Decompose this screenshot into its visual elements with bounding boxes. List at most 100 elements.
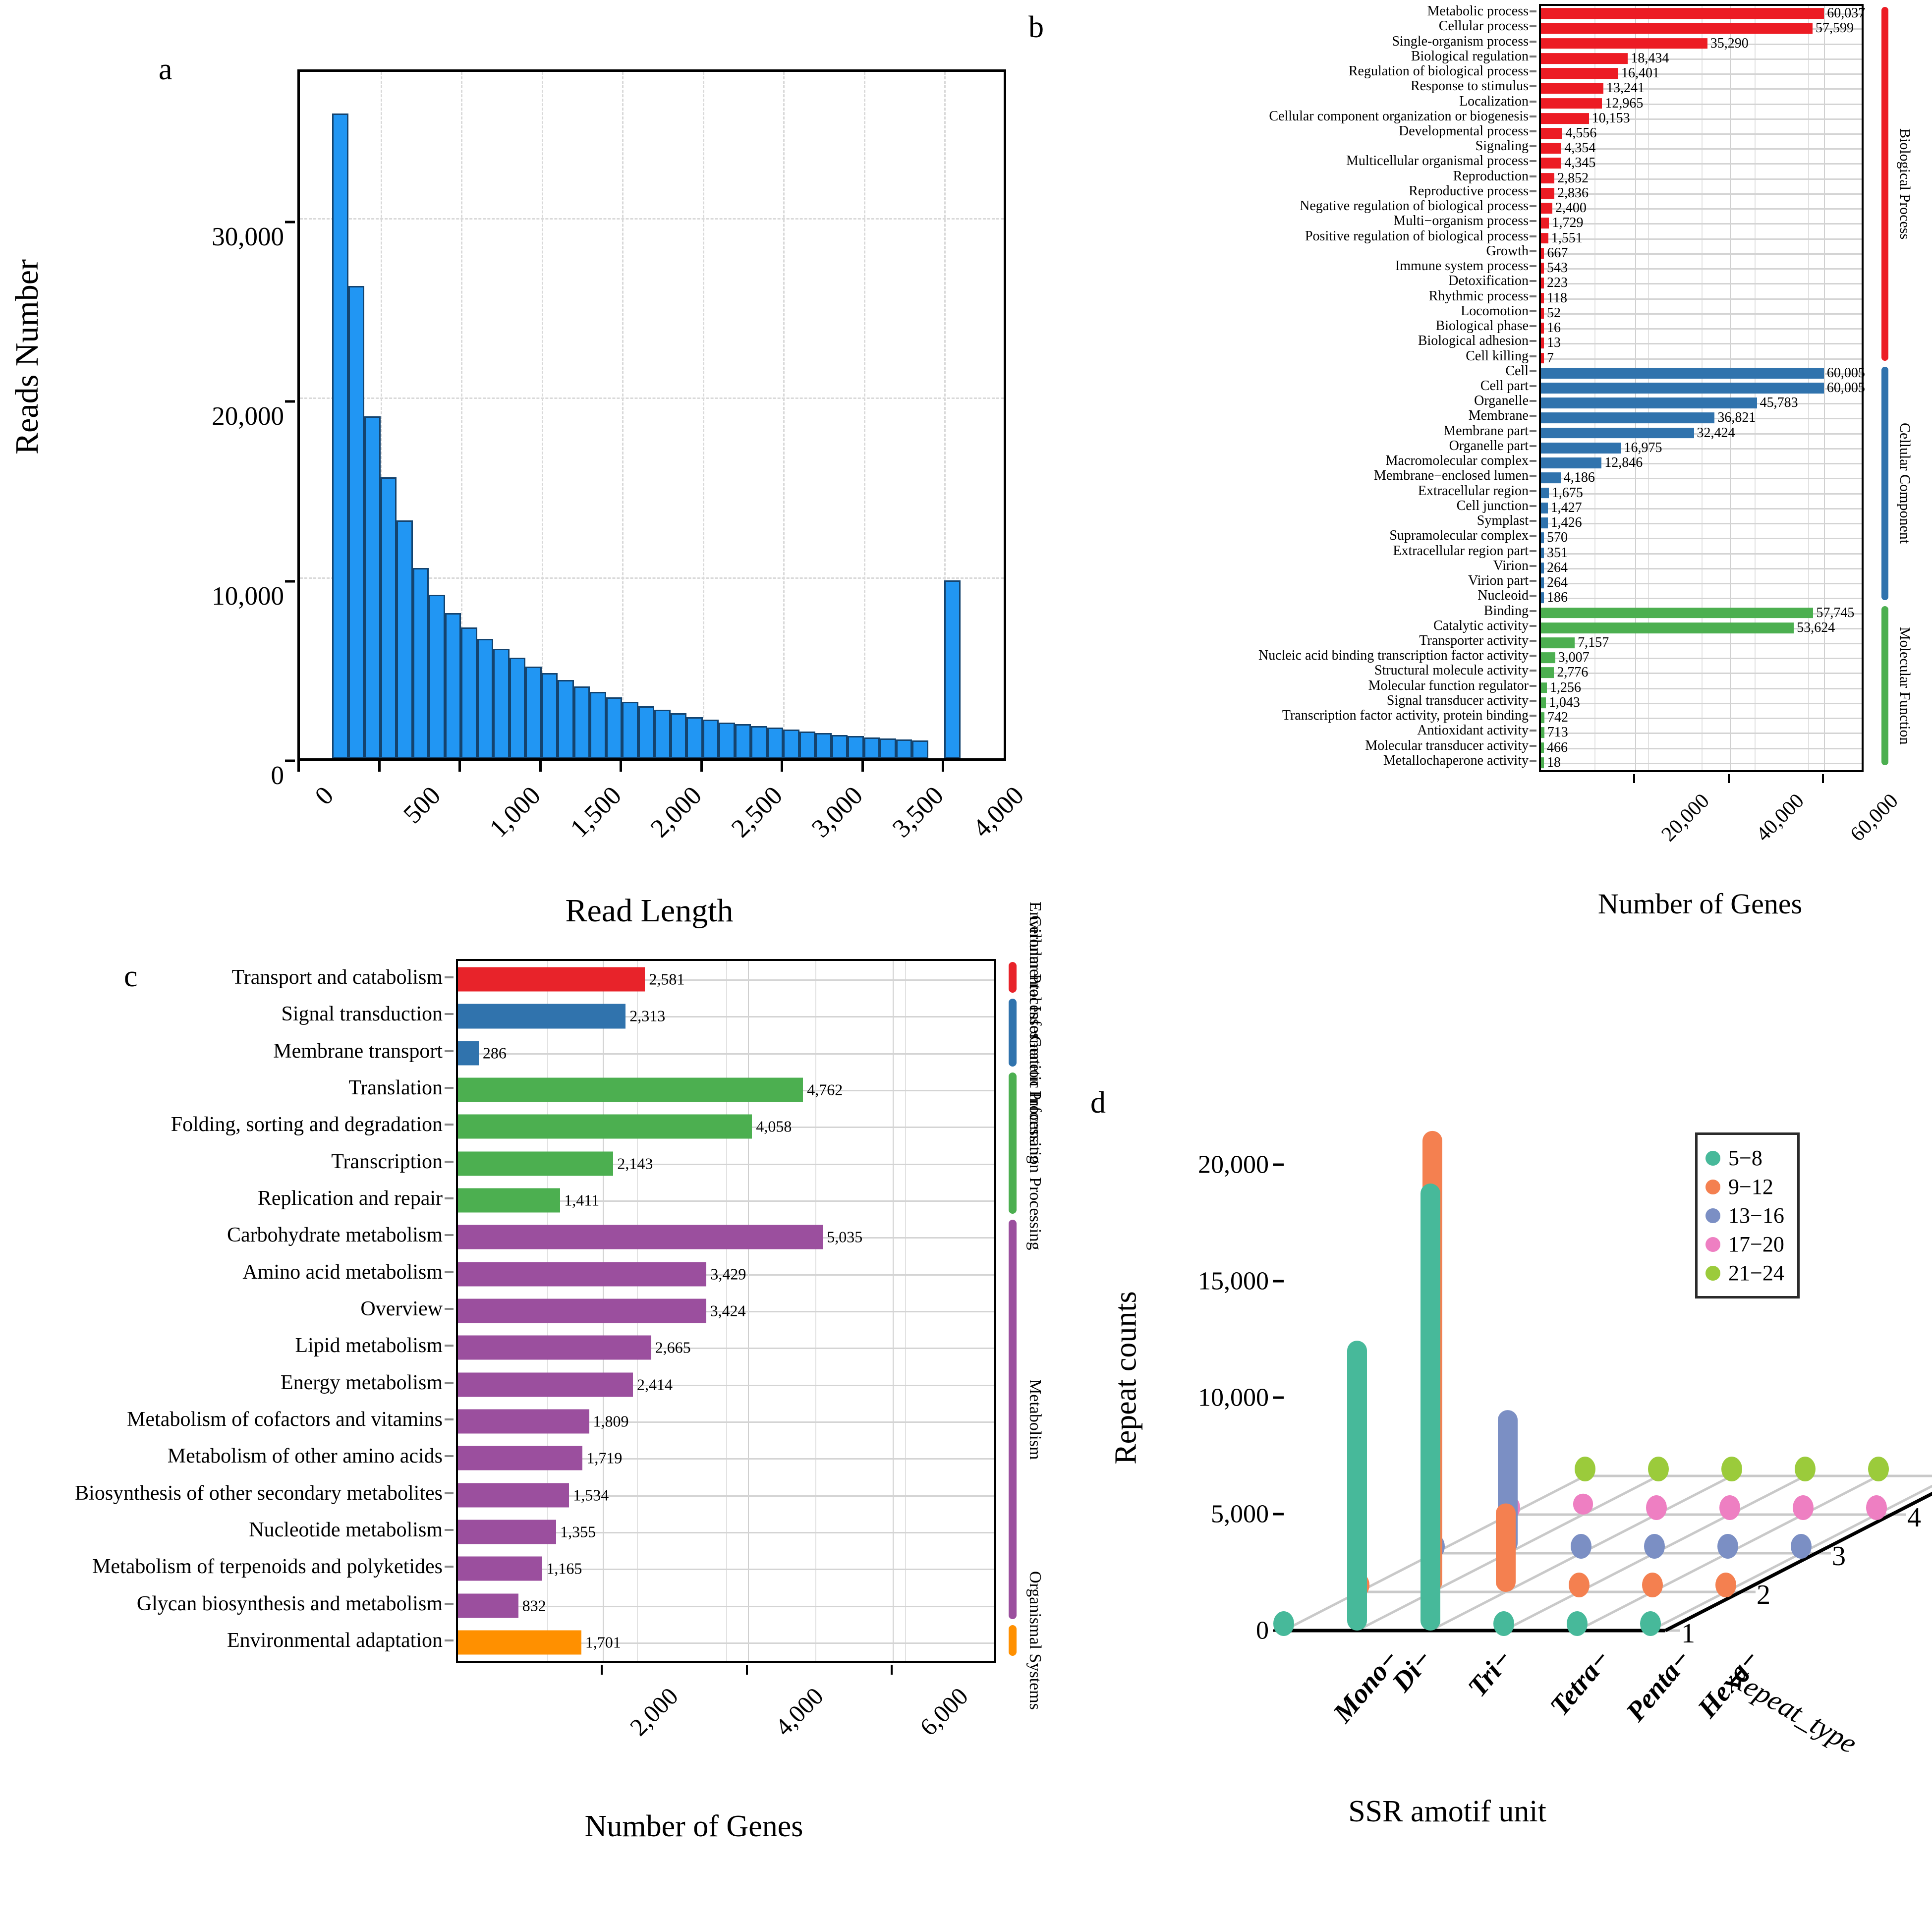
bar [458, 1335, 651, 1360]
bar [1541, 757, 1544, 768]
histogram-bar [622, 701, 638, 758]
chart-row: 3,424 [458, 1293, 994, 1329]
gridline-horizontal [1541, 687, 1862, 689]
marker-dot [1721, 1457, 1742, 1481]
gridline-horizontal [458, 1016, 994, 1018]
bar-value-label: 18 [1547, 754, 1561, 770]
gridline-horizontal [1541, 88, 1862, 90]
bar [458, 1483, 569, 1508]
chart-row: 10,153 [1541, 111, 1862, 126]
gridline-vertical [944, 72, 946, 758]
chart-row: 4,354 [1541, 140, 1862, 156]
category-tick-mark [1530, 610, 1536, 612]
chart-row: 264 [1541, 575, 1862, 590]
category-label: Transcription [331, 1150, 443, 1173]
chart-row: 2,581 [458, 961, 994, 998]
bar-value-label: 1,675 [1551, 485, 1583, 501]
legend-color-bar [1009, 1625, 1017, 1656]
data-point-21-24 [1868, 1457, 1889, 1481]
legend-item: 13−16 [1705, 1203, 1784, 1228]
chart-row: 16,975 [1541, 440, 1862, 455]
bar-value-label: 286 [482, 1044, 507, 1062]
category-label: Signal transduction [281, 1003, 443, 1026]
category-label: Signal transducer activity [1386, 692, 1529, 708]
data-point-21-24 [1721, 1457, 1742, 1481]
legend-label: Molecular Function [1897, 626, 1913, 745]
category-tick-mark [445, 1124, 454, 1126]
bar-value-label: 36,821 [1717, 410, 1756, 426]
category-tick-mark [1530, 730, 1536, 732]
bar [1541, 607, 1814, 619]
bar [458, 1114, 752, 1139]
x-tick-label: 0 [309, 781, 340, 811]
bar-value-label: 16 [1547, 320, 1561, 336]
data-point-13-16 [1644, 1534, 1665, 1559]
bar-value-label: 16,975 [1624, 440, 1662, 455]
histogram-bar [799, 731, 815, 758]
data-point-21-24 [1648, 1457, 1669, 1481]
category-label: Signaling [1475, 138, 1529, 154]
bar-value-label: 713 [1547, 725, 1568, 740]
gridline-horizontal [458, 1421, 994, 1423]
category-label: Extracellular region part [1393, 543, 1529, 559]
bar-value-label: 1,729 [1552, 215, 1584, 231]
legend-color-bar [1881, 366, 1888, 601]
legend-item: 9−12 [1705, 1174, 1784, 1199]
bar [1541, 323, 1544, 334]
y-tick-label: 20,000 [1198, 1150, 1269, 1179]
gridline-horizontal [458, 1348, 994, 1350]
category-tick-mark [445, 1455, 454, 1458]
category-tick-mark [445, 1528, 454, 1531]
category-label: Organelle [1474, 393, 1529, 409]
marker-dot [1273, 1611, 1294, 1636]
category-tick-mark [1530, 445, 1536, 447]
bar-value-label: 3,007 [1558, 650, 1590, 666]
category-tick-mark [445, 976, 454, 979]
category-label: Carbohydrate metabolism [227, 1224, 443, 1247]
category-label: Locomotion [1461, 303, 1529, 319]
bar-value-label: 186 [1547, 590, 1568, 606]
legend-label: 17−20 [1728, 1232, 1784, 1256]
y-tick-label: 10,000 [1198, 1383, 1269, 1412]
histogram-bar [380, 477, 397, 758]
bar [458, 1188, 561, 1213]
x-tick-label: 60,000 [1846, 789, 1903, 846]
category-tick-mark [1530, 430, 1536, 432]
marker-dot [1569, 1573, 1590, 1597]
x-tick-label: 4,000 [769, 1682, 829, 1741]
category-tick-mark [1530, 565, 1536, 567]
category-label: Response to stimulus [1410, 78, 1529, 94]
bar [1541, 338, 1544, 349]
category-label: Growth [1486, 243, 1529, 259]
category-label: Regulation of biological process [1348, 63, 1529, 79]
marker-dot [1646, 1495, 1667, 1520]
category-label: Metabolism of other amino acids [167, 1445, 443, 1468]
category-tick-mark [1530, 385, 1536, 387]
x-tick-label: 2,500 [726, 781, 788, 844]
x-tick-mark [1633, 774, 1636, 783]
gridline-horizontal [1541, 223, 1862, 225]
chart-row: 118 [1541, 290, 1862, 306]
bar [1541, 98, 1602, 109]
bar [1541, 8, 1824, 19]
bar-value-label: 264 [1547, 575, 1568, 591]
y-tick-label: 5,000 [1211, 1500, 1269, 1528]
chart-row: 5,035 [458, 1219, 994, 1255]
bar-value-label: 10,153 [1591, 110, 1630, 126]
category-tick-mark [1530, 205, 1536, 208]
panel-d-z-axis-ticks: 12345 [1031, 1031, 1932, 1920]
bar [458, 1041, 479, 1066]
legend-color-bar [1009, 962, 1017, 993]
category-tick-mark [1530, 340, 1536, 342]
category-tick-mark [1530, 280, 1536, 282]
category-label: Membrane transport [273, 1039, 443, 1063]
gridline-horizontal [1541, 283, 1862, 285]
histogram-bar [606, 697, 622, 758]
chart-row: 3,429 [458, 1256, 994, 1293]
legend-dot-icon [1705, 1237, 1720, 1252]
histogram-bar [590, 691, 606, 758]
panel-a-plot-area [297, 69, 1006, 761]
category-tick-mark [1530, 699, 1536, 702]
marker-dot [1493, 1611, 1514, 1636]
histogram-bar [719, 722, 735, 758]
